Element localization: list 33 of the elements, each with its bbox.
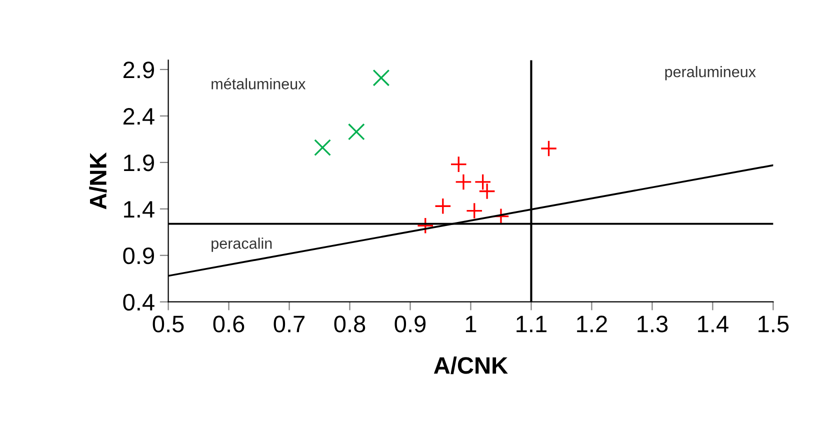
point (450, 156, 468, 173)
y-axis-title: A/NK (89, 152, 107, 210)
x-tick-label: 1 (466, 316, 476, 332)
x-tick-label: 1.4 (698, 316, 728, 332)
x-axis-title: A/CNK (434, 356, 508, 374)
x-tick-label: 1.2 (577, 316, 607, 332)
point (348, 123, 365, 140)
point (454, 173, 472, 190)
x-tick-label: 0.9 (394, 316, 426, 332)
point (372, 69, 390, 86)
y-tick-label: 1.9 (124, 154, 154, 172)
x-tick-label: 1.3 (638, 316, 668, 332)
y-tick-label: 2.4 (123, 108, 154, 125)
point (466, 202, 483, 220)
x-tick-label: 1.5 (758, 316, 789, 332)
point (434, 198, 452, 215)
x-tick-label: 1.1 (516, 316, 546, 332)
point (314, 139, 332, 156)
y-tick-label: 0.4 (123, 294, 154, 311)
annotation: métalumineux (212, 78, 306, 90)
point (478, 182, 496, 200)
x-tick-label: 0.6 (213, 316, 244, 332)
x-tick-label: 0.5 (152, 316, 184, 332)
x-tick-label: 0.8 (334, 316, 366, 332)
x-tick-label: 0.7 (274, 316, 304, 332)
y-tick-label: 1.4 (124, 201, 154, 218)
annotation: peracalin (212, 238, 272, 252)
point (540, 140, 558, 157)
point (416, 217, 434, 234)
point (474, 173, 492, 190)
annotation: peralumineux (665, 66, 756, 80)
y-tick-label: 2.9 (123, 62, 154, 78)
y-tick-label: 0.9 (123, 247, 154, 264)
